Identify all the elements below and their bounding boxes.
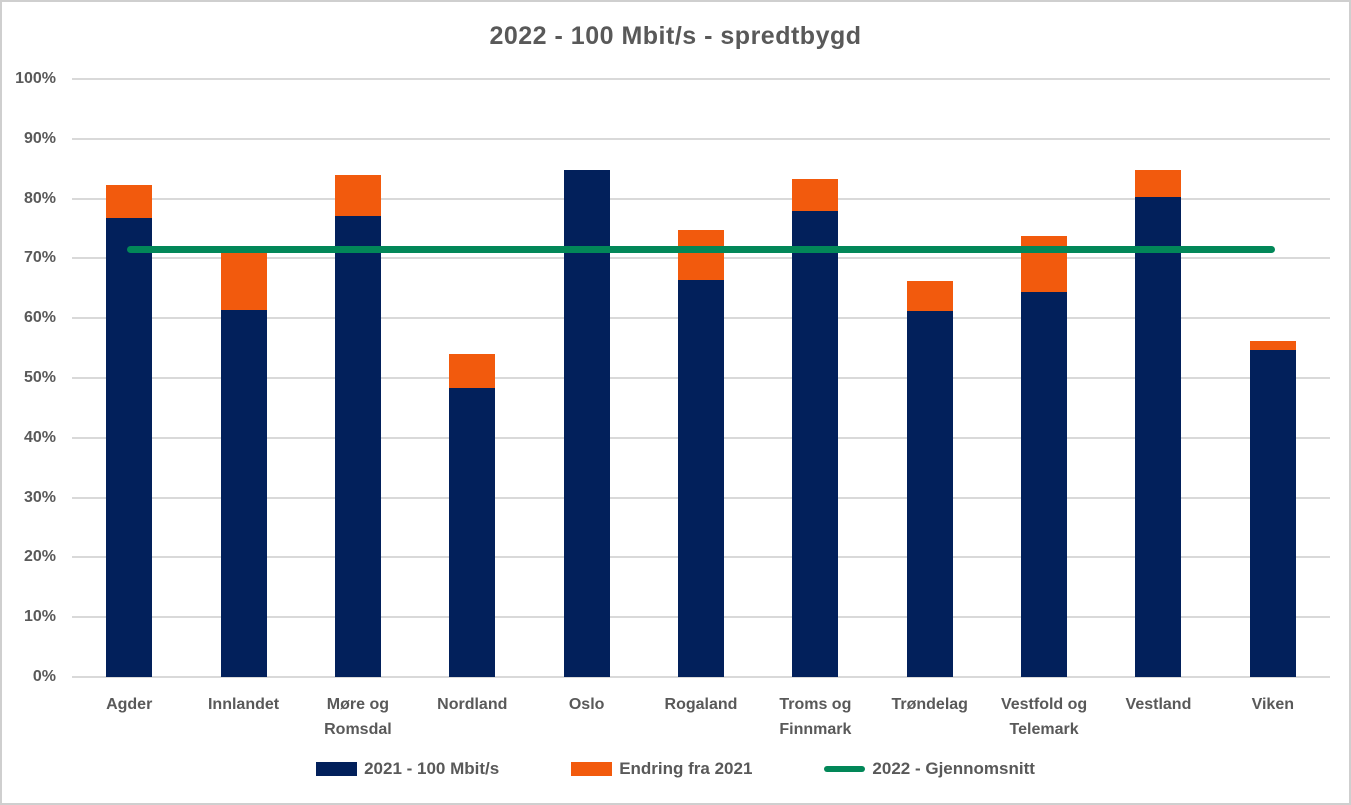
bar-segment-2021 [1021, 291, 1068, 677]
bar-segment-2021 [1135, 197, 1182, 677]
chart-title: 2022 - 100 Mbit/s - spredtbygd [489, 22, 862, 50]
plot-area [72, 78, 1330, 678]
legend-label: 2022 - Gjennomsnitt [872, 759, 1035, 778]
gridline [72, 676, 1330, 678]
y-axis-tick-label: 70% [23, 249, 56, 267]
bar-segment-endring [792, 178, 839, 212]
bar-segment-endring [678, 230, 724, 280]
legend-bar-swatch-icon [316, 762, 358, 776]
y-axis-tick-label: 80% [23, 189, 56, 207]
y-axis-tick-label: 100% [15, 70, 56, 87]
y-axis-tick-label: 20% [23, 548, 56, 566]
bar-segment-2021 [678, 279, 724, 677]
x-axis-category-label: Vestfold og Telemark [1000, 696, 1088, 738]
legend-item: Endring fra 2021 [571, 759, 752, 779]
legend-item: 2021 - 100 Mbit/s [316, 759, 499, 779]
y-axis-tick-label: 50% [23, 369, 56, 386]
gridline [72, 137, 1330, 140]
x-axis-category-label: Vestland [1125, 696, 1192, 713]
x-axis-category-label: Møre og Romsdal [324, 696, 392, 738]
gridline [72, 197, 1330, 200]
y-axis-tick-label: 90% [23, 129, 56, 147]
legend-line-swatch-icon [824, 766, 866, 772]
bar-segment-2021 [563, 170, 610, 677]
y-axis-tick-label: 0% [32, 668, 56, 685]
bar-segment-endring [906, 280, 953, 311]
x-axis-category-label: Oslo [568, 696, 605, 713]
bar-segment-endring [106, 184, 153, 218]
bar-segment-2021 [1249, 349, 1296, 677]
legend: 2021 - 100 Mbit/s Endring fra 2021 2022 - … [2, 759, 1349, 779]
x-axis-category-label: Nordland [437, 696, 508, 713]
bar-segment-2021 [106, 217, 153, 677]
bar-segment-endring [220, 250, 267, 311]
y-axis-tick-label: 40% [23, 428, 56, 446]
y-axis-tick-label: 10% [23, 608, 56, 626]
gridline [72, 78, 1330, 80]
legend-label: 2021 - 100 Mbit/s [364, 759, 500, 778]
x-axis-category-label: Trøndelag [891, 696, 968, 713]
y-axis-tick-label: 30% [23, 488, 56, 506]
legend-item: 2022 - Gjennomsnitt [824, 759, 1035, 779]
bar-segment-endring [1249, 340, 1296, 350]
average-line-2022 [127, 245, 1275, 253]
x-axis-category-label: Rogaland [664, 696, 738, 713]
y-axis-tick-label: 60% [23, 309, 56, 327]
bar-segment-2021 [220, 310, 267, 677]
bar-segment-endring [449, 354, 496, 388]
bar-segment-endring [334, 174, 381, 216]
bar-segment-2021 [334, 215, 381, 677]
x-axis-category-label: Agder [106, 696, 153, 713]
bar-segment-2021 [449, 387, 496, 677]
legend-bar-swatch-icon [571, 762, 613, 776]
bar-segment-2021 [792, 211, 839, 677]
bar-segment-endring [1021, 235, 1068, 292]
x-axis-category-label: Viken [1251, 696, 1294, 713]
bar-segment-endring [1135, 169, 1182, 198]
bar-segment-2021 [906, 311, 953, 677]
legend-label: Endring fra 2021 [619, 759, 753, 778]
x-axis-category-label: Troms og Finnmark [779, 696, 852, 738]
x-axis-category-label: Innlandet [207, 696, 280, 713]
